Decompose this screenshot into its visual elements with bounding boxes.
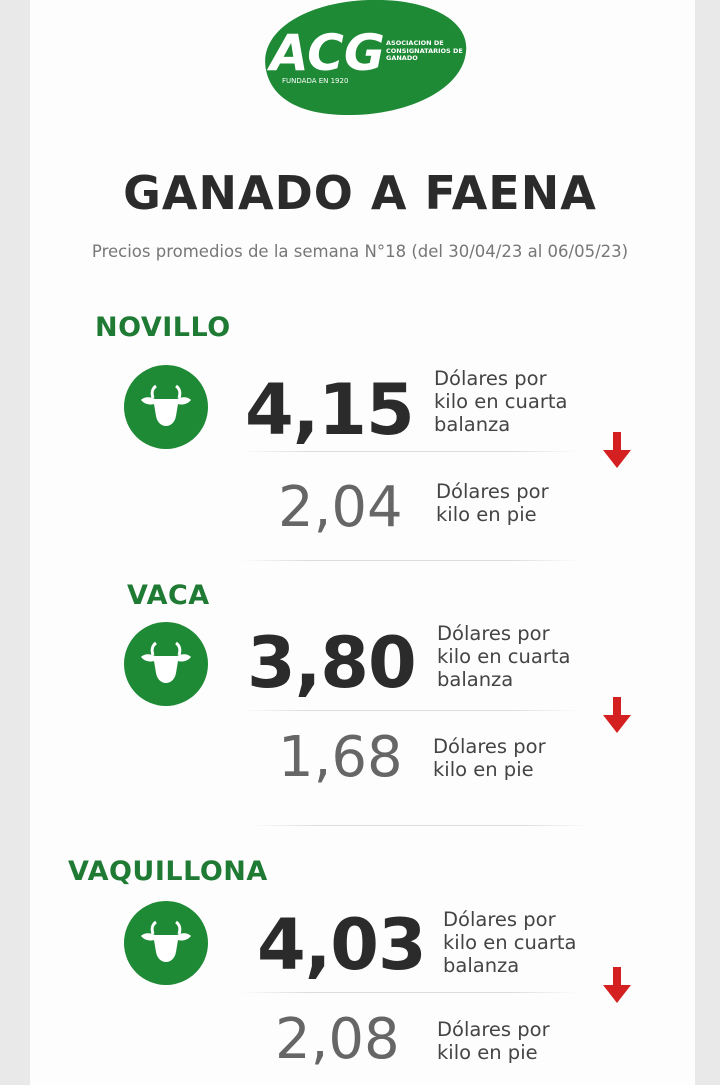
carcass-unit: Dólares por kilo en cuarta balanza: [434, 367, 568, 436]
down-arrow: [600, 965, 634, 1005]
live-unit: Dólares por kilo en pie: [437, 1018, 550, 1064]
divider: [240, 560, 580, 561]
logo-name: ASOCIACIÓN DE CONSIGNATARIOS DE GANADO: [386, 40, 463, 62]
divider: [240, 710, 580, 711]
subtitle: Precios promedios de la semana N°18 (del…: [91, 242, 629, 261]
live-price: 2,04: [278, 475, 403, 540]
carcass-price: 4,03: [257, 904, 427, 986]
card: [30, 0, 695, 1085]
divider: [240, 992, 580, 993]
logo-founded: FUNDADA EN 1920: [282, 77, 348, 85]
carcass-unit: Dólares por kilo en cuarta balanza: [443, 908, 577, 977]
divider: [240, 451, 580, 452]
logo-acronym: ACG: [266, 24, 385, 82]
live-unit: Dólares por kilo en pie: [436, 480, 549, 526]
title: GANADO A FAENA: [123, 166, 597, 220]
cattle-icon: [123, 621, 209, 707]
section-name: VACA: [127, 580, 210, 611]
live-unit: Dólares por kilo en pie: [433, 735, 546, 781]
carcass-price: 4,15: [245, 369, 415, 451]
section-name: VAQUILLONA: [68, 856, 268, 887]
live-price: 1,68: [278, 725, 403, 790]
live-price: 2,08: [275, 1007, 400, 1072]
down-arrow: [600, 430, 634, 470]
cattle-icon: [123, 364, 209, 450]
carcass-price: 3,80: [247, 622, 417, 704]
down-arrow: [600, 695, 634, 735]
logo: ACG ASOCIACIÓN DE CONSIGNATARIOS DE GANA…: [265, 0, 467, 116]
section-name: NOVILLO: [95, 312, 231, 343]
divider: [250, 825, 590, 826]
cattle-icon: [123, 900, 209, 986]
carcass-unit: Dólares por kilo en cuarta balanza: [437, 622, 571, 691]
